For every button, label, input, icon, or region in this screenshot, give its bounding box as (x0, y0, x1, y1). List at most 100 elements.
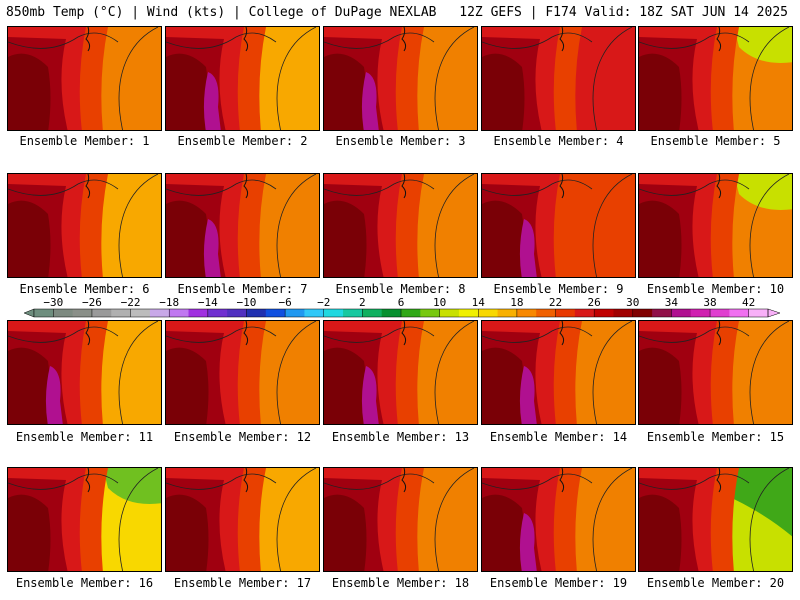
member-caption: Ensemble Member: 2 (177, 134, 308, 148)
temperature-field (324, 27, 477, 130)
ensemble-member-map (481, 26, 636, 131)
scale-swatch (188, 309, 209, 317)
member-caption: Ensemble Member: 19 (489, 576, 628, 590)
scale-tick-label: 22 (549, 296, 562, 309)
temperature-field (166, 174, 319, 277)
scale-swatch (516, 309, 537, 317)
scale-tick-label: −18 (159, 296, 179, 309)
scale-tick-label: 38 (703, 296, 716, 309)
ensemble-member-map (481, 173, 636, 278)
member-caption: Ensemble Member: 3 (335, 134, 466, 148)
ensemble-member-map (323, 467, 478, 572)
temperature-field (324, 321, 477, 424)
scale-tick-label: 30 (626, 296, 639, 309)
scale-swatch (594, 309, 614, 317)
scale-swatch (555, 309, 576, 317)
scale-swatch (652, 309, 672, 317)
ensemble-member-map (638, 467, 793, 572)
scale-swatch (207, 309, 228, 317)
member-caption: Ensemble Member: 20 (646, 576, 785, 590)
scale-tick-label: −22 (121, 296, 141, 309)
scale-swatch (478, 309, 499, 317)
scale-arrow-right (767, 308, 781, 318)
scale-tick-label: −6 (278, 296, 291, 309)
scale-swatch (420, 309, 441, 317)
member-caption: Ensemble Member: 15 (646, 430, 785, 444)
member-caption: Ensemble Member: 9 (493, 282, 624, 296)
scale-swatch (149, 309, 170, 317)
ensemble-member-map (7, 26, 162, 131)
map-title: 850mb Temp (°C) | Wind (kts) | College o… (6, 5, 437, 20)
temperature-field (482, 321, 635, 424)
member-caption: Ensemble Member: 17 (173, 576, 312, 590)
member-caption: Ensemble Member: 11 (15, 430, 154, 444)
scale-swatch (304, 309, 325, 317)
scale-swatch (343, 309, 363, 317)
scale-tick-label: −10 (237, 296, 257, 309)
temperature-field (324, 174, 477, 277)
temperature-field (8, 27, 161, 130)
scale-swatch (362, 309, 383, 317)
temperature-field (639, 321, 792, 424)
scale-swatch (91, 309, 112, 317)
member-caption: Ensemble Member: 10 (646, 282, 785, 296)
scale-swatch (265, 309, 286, 317)
scale-swatch (34, 309, 54, 317)
scale-swatch (710, 309, 730, 317)
member-caption: Ensemble Member: 8 (335, 282, 466, 296)
scale-swatch (246, 309, 267, 317)
scale-swatch (671, 309, 692, 317)
member-caption: Ensemble Member: 16 (15, 576, 154, 590)
scale-swatch (748, 309, 769, 317)
temperature-field (482, 27, 635, 130)
temperature-field (166, 468, 319, 571)
ensemble-member-map (165, 467, 320, 572)
temperature-field (8, 321, 161, 424)
temperature-field (8, 468, 161, 571)
scale-arrow-left (23, 308, 35, 318)
ensemble-member-map (638, 26, 793, 131)
ensemble-member-map (165, 26, 320, 131)
member-caption: Ensemble Member: 7 (177, 282, 308, 296)
temperature-field (8, 174, 161, 277)
temperature-field (166, 27, 319, 130)
scale-tick-label: −14 (198, 296, 218, 309)
scale-tick-label: 6 (398, 296, 405, 309)
member-caption: Ensemble Member: 1 (19, 134, 150, 148)
scale-swatch (381, 309, 402, 317)
scale-tick-label: −26 (82, 296, 102, 309)
scale-swatch (285, 309, 305, 317)
ensemble-member-map (323, 26, 478, 131)
member-caption: Ensemble Member: 6 (19, 282, 150, 296)
member-caption: Ensemble Member: 12 (173, 430, 312, 444)
scale-tick-label: 14 (472, 296, 486, 309)
scale-tick-label: 18 (510, 296, 523, 309)
scale-tick-label: 26 (588, 296, 601, 309)
ensemble-member-map (323, 173, 478, 278)
temperature-field (324, 468, 477, 571)
ensemble-member-map (7, 320, 162, 425)
scale-tick-label: 42 (742, 296, 755, 309)
scale-swatch (458, 309, 479, 317)
scale-swatch (690, 309, 711, 317)
scale-swatch (401, 309, 421, 317)
temperature-field (482, 468, 635, 571)
member-caption: Ensemble Member: 13 (331, 430, 470, 444)
scale-swatch (227, 309, 247, 317)
scale-swatch (574, 309, 595, 317)
scale-swatch (536, 309, 557, 317)
scale-swatch (632, 309, 653, 317)
scale-swatch (613, 309, 634, 317)
temperature-field (639, 27, 792, 130)
temperature-field (166, 321, 319, 424)
member-caption: Ensemble Member: 4 (493, 134, 624, 148)
scale-swatch (111, 309, 132, 317)
scale-swatch (497, 309, 518, 317)
ensemble-member-map (7, 173, 162, 278)
scale-tick-label: 10 (433, 296, 446, 309)
ensemble-member-map (165, 320, 320, 425)
ensemble-member-map (323, 320, 478, 425)
scale-tick-label: 34 (665, 296, 679, 309)
temperature-field (482, 174, 635, 277)
scale-tick-label: 2 (359, 296, 366, 309)
